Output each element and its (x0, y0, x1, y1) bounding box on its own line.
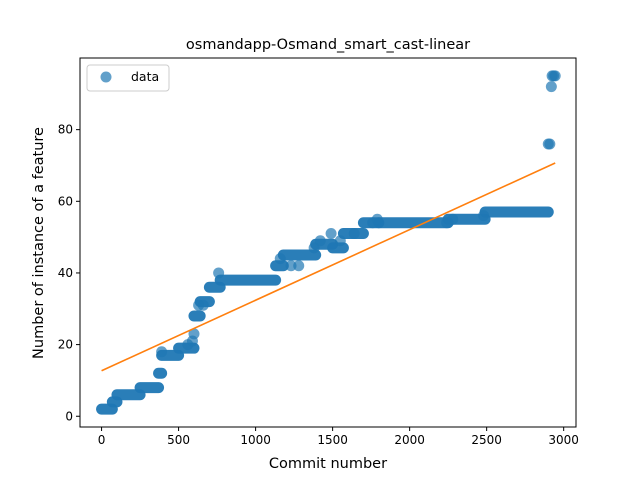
data-point (285, 260, 297, 272)
y-axis: 0 20 40 60 80 (58, 123, 80, 423)
data-point (348, 228, 360, 240)
x-axis-label: Commit number (269, 456, 387, 472)
data-points (96, 70, 561, 415)
data-point (371, 213, 383, 225)
y-tick-label: 40 (58, 266, 73, 280)
x-tick-label: 2500 (471, 433, 502, 447)
data-point (314, 235, 326, 247)
x-tick-label: 0 (98, 433, 106, 447)
data-point (274, 253, 286, 265)
chart-title: osmandapp-Osmand_smart_cast-linear (186, 37, 470, 53)
y-tick-label: 60 (58, 194, 73, 208)
data-point (549, 70, 561, 82)
y-tick-label: 0 (65, 409, 73, 423)
y-axis-label: Number of instance of a feature (31, 127, 47, 359)
legend-box (86, 64, 170, 92)
data-point (325, 228, 337, 240)
data-point (308, 242, 320, 254)
y-tick-label: 20 (58, 338, 73, 352)
data-point (545, 81, 557, 93)
y-tick-label: 80 (58, 123, 73, 137)
x-axis: 0 500 1000 1500 2000 2500 3000 (98, 427, 579, 447)
fit-line-layer (101, 162, 556, 372)
legend-marker-data (100, 71, 112, 83)
x-tick-label: 2000 (394, 433, 425, 447)
legend-label-data: data (131, 69, 159, 84)
x-tick-label: 500 (167, 433, 190, 447)
data-point (478, 210, 490, 222)
x-tick-label: 1000 (240, 433, 271, 447)
fit-line (101, 162, 556, 372)
x-tick-label: 3000 (548, 433, 579, 447)
data-point (334, 235, 346, 247)
data-point (447, 213, 459, 225)
data-point (156, 346, 168, 358)
data-point (544, 138, 556, 150)
data-point (197, 299, 209, 311)
x-tick-label: 1500 (317, 433, 348, 447)
data-point (213, 267, 225, 279)
data-point (293, 260, 305, 272)
plot-area (96, 70, 561, 415)
legend: data (86, 64, 170, 92)
data-point (188, 328, 200, 340)
plot-frame (79, 57, 577, 428)
